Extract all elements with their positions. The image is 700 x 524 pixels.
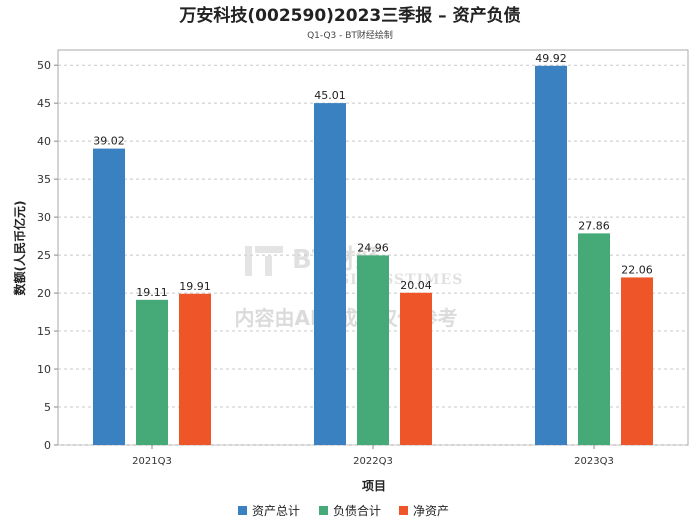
data-label: 19.11 [136,286,168,299]
bar-2023Q3-负债合计 [578,233,610,445]
y-axis-label: 数额(人民币亿元) [12,201,27,296]
y-axis-ticks: 0 5 10 15 20 25 30 35 40 45 50 [37,59,58,452]
y-tick-label: 30 [37,211,51,224]
watermark-logo [245,246,283,276]
bars: 39.02 19.11 19.91 45.01 24.96 20.04 49.92 27.86… [93,52,653,446]
x-tick-label: 2021Q3 [132,456,172,467]
legend-swatch [319,506,328,515]
y-tick-label: 35 [37,173,51,186]
x-tick-label: 2022Q3 [353,456,393,467]
bar-2022Q3-净资产 [400,292,432,445]
bar-2021Q3-净资产 [179,293,211,445]
bar-2022Q3-资产总计 [314,103,346,446]
y-tick-label: 0 [44,439,51,452]
y-tick-label: 45 [37,97,51,110]
data-label: 22.06 [621,263,653,276]
x-axis-label: 项目 [362,479,386,493]
legend: 资产总计 负债合计 净资产 [238,503,449,518]
y-tick-label: 15 [37,325,51,338]
data-label: 45.01 [314,89,346,102]
data-label: 39.02 [93,135,125,148]
legend-label: 净资产 [413,504,449,518]
legend-swatch [238,506,247,515]
data-label: 20.04 [400,279,432,292]
data-label: 49.92 [535,52,567,65]
y-tick-label: 10 [37,363,51,376]
bar-2021Q3-负债合计 [136,299,168,445]
legend-label: 负债合计 [333,503,381,518]
chart-subtitle: Q1-Q3 - BT财经绘制 [307,29,393,41]
y-tick-label: 50 [37,59,51,72]
bar-2021Q3-资产总计 [93,148,125,445]
y-tick-label: 5 [44,401,51,414]
y-tick-label: 25 [37,249,51,262]
legend-label: 资产总计 [252,504,300,518]
bar-2022Q3-负债合计 [357,255,389,445]
bar-2023Q3-净资产 [621,277,653,445]
data-label: 24.96 [357,241,389,254]
x-axis-ticks: 2021Q3 2022Q3 2023Q3 [132,445,614,467]
data-label: 27.86 [578,219,610,232]
x-tick-label: 2023Q3 [574,456,614,467]
y-tick-label: 20 [37,287,51,300]
chart-title: 万安科技(002590)2023三季报 – 资产负债 [178,5,520,26]
legend-swatch [399,506,408,515]
data-label: 19.91 [179,280,211,293]
bar-2023Q3-资产总计 [535,65,567,446]
y-tick-label: 40 [37,135,51,148]
